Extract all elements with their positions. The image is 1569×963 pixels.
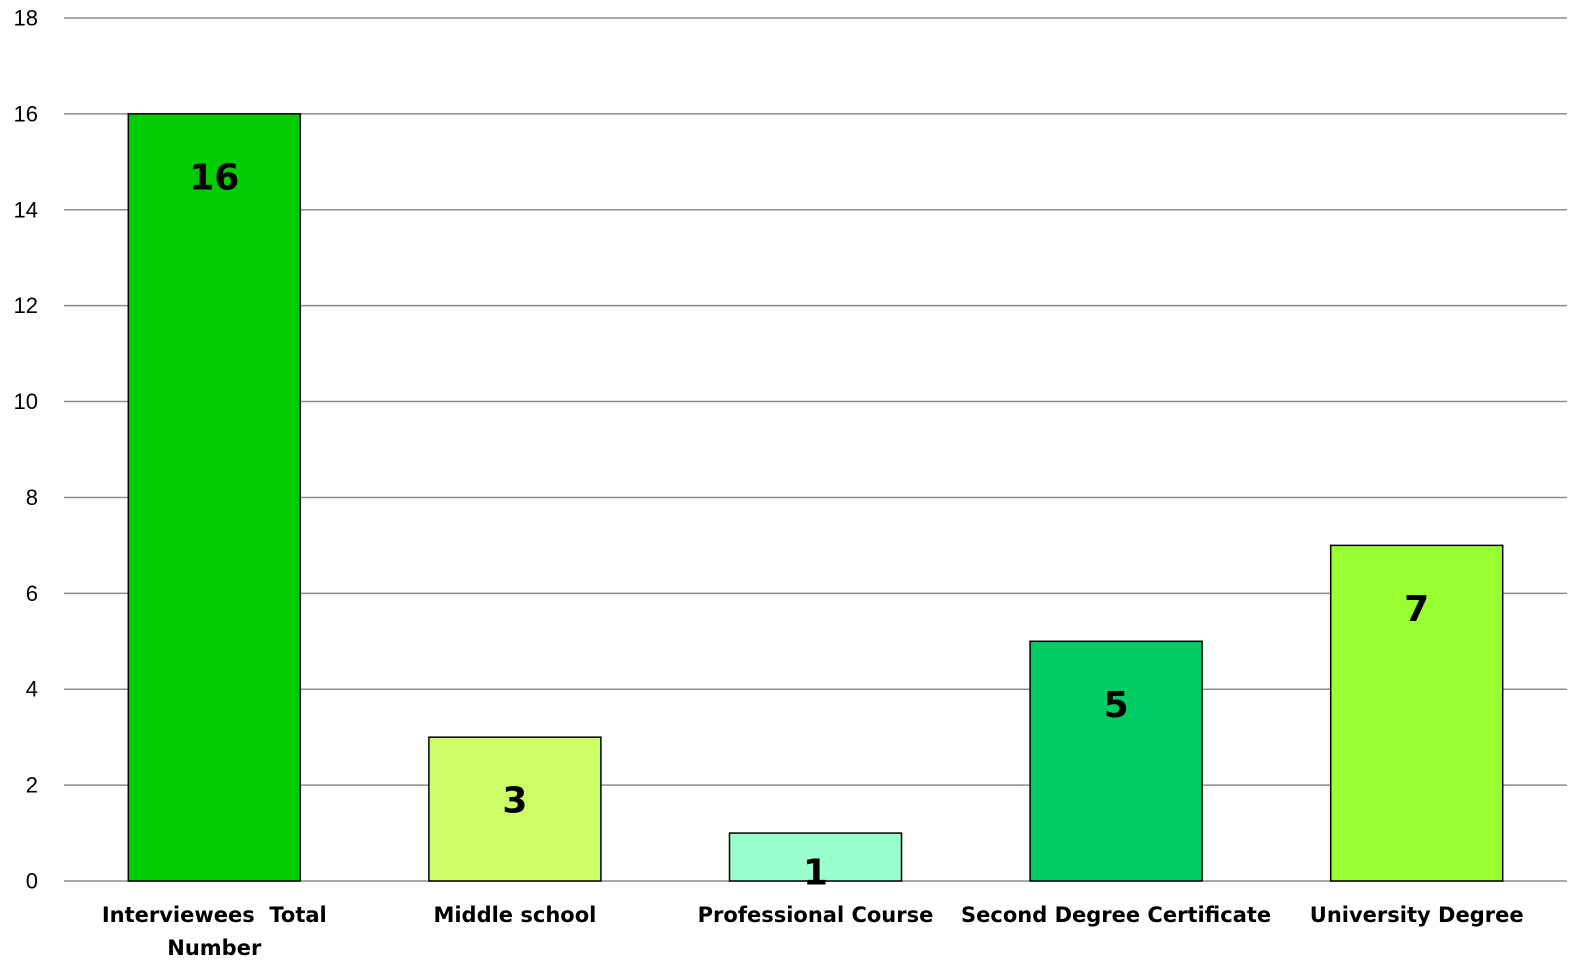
data-label-0: 16 xyxy=(189,157,239,198)
category-label-3-line-0: Second Degree Certificate xyxy=(961,903,1271,927)
data-label-3: 5 xyxy=(1104,685,1129,726)
data-labels: 16 3 1 5 7 xyxy=(189,157,1429,893)
y-tick-label-14: 14 xyxy=(14,197,38,222)
bars xyxy=(127,113,1504,882)
bar-3 xyxy=(1029,640,1203,882)
category-label-0-line-0: Interviewees Total xyxy=(102,903,327,927)
data-label-1: 3 xyxy=(502,781,527,822)
bar-2 xyxy=(728,832,903,882)
y-tick-label-6: 6 xyxy=(26,581,38,606)
gridlines xyxy=(64,17,1567,882)
y-tick-label-0: 0 xyxy=(26,869,38,894)
y-tick-label-4: 4 xyxy=(26,677,38,702)
category-label-2-line-0: Professional Course xyxy=(698,903,934,927)
y-tick-label-12: 12 xyxy=(14,293,38,318)
y-tick-label-10: 10 xyxy=(14,389,38,414)
x-axis-category-labels: Interviewees Total Number Middle school Pro… xyxy=(102,903,1524,960)
bar-0 xyxy=(127,113,302,882)
y-axis-tick-labels: 0 2 4 6 8 10 12 14 16 18 xyxy=(14,6,38,894)
category-label-4-line-0: University Degree xyxy=(1310,903,1524,927)
bar-1 xyxy=(428,736,602,882)
y-tick-label-18: 18 xyxy=(14,6,38,31)
y-tick-label-2: 2 xyxy=(26,773,38,798)
data-label-2: 1 xyxy=(803,853,828,894)
category-label-1-line-0: Middle school xyxy=(433,903,596,927)
category-label-0-line-1: Number xyxy=(167,936,262,960)
y-tick-label-8: 8 xyxy=(26,485,38,510)
data-label-4: 7 xyxy=(1404,589,1429,630)
y-tick-label-16: 16 xyxy=(14,101,38,126)
bar-4 xyxy=(1329,544,1504,882)
